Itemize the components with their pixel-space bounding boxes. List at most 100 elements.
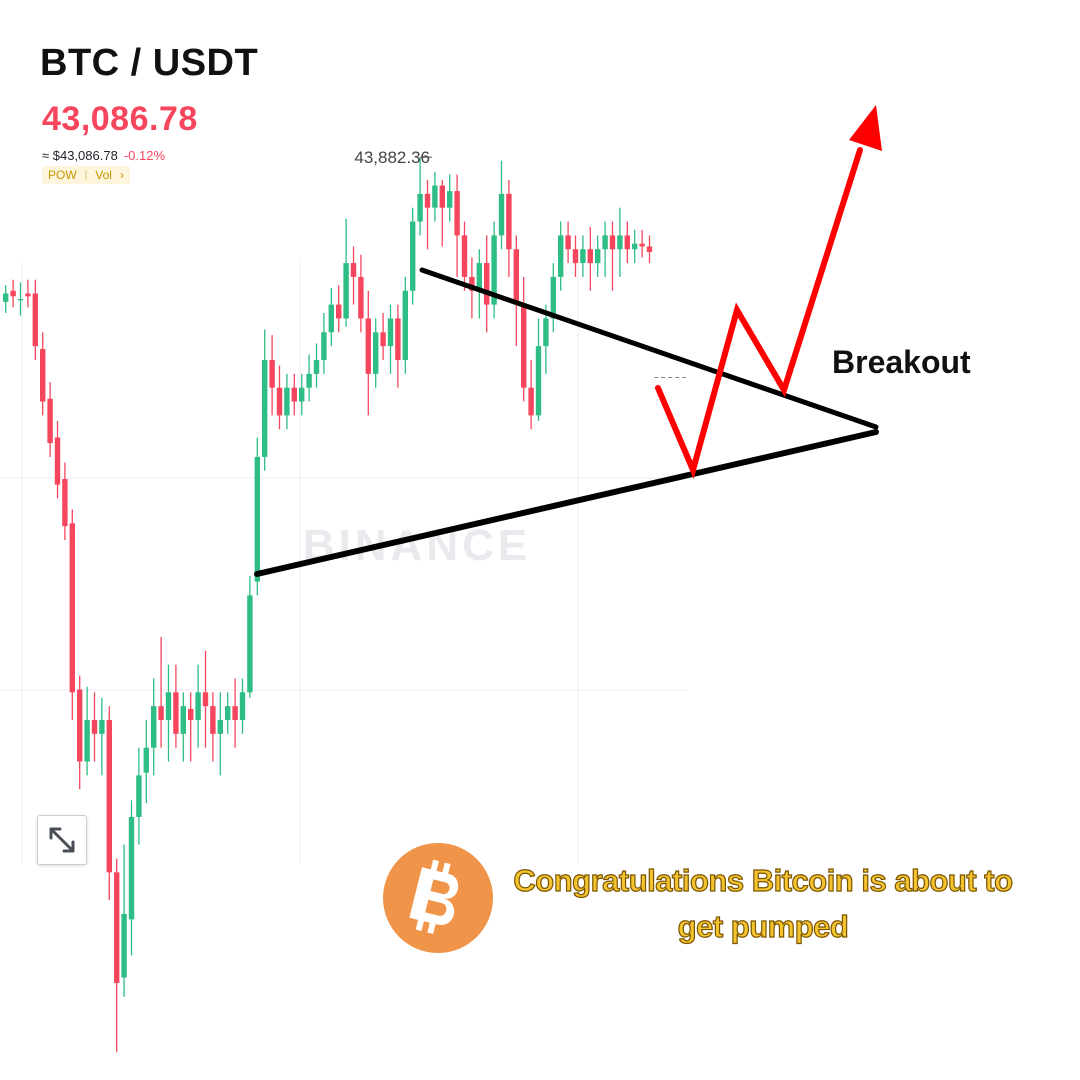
- candle-body: [91, 720, 98, 734]
- projection-path: [655, 105, 882, 480]
- projection-arrow-line: [655, 147, 863, 480]
- candle-body: [454, 191, 460, 236]
- candle-body: [247, 595, 253, 693]
- candle-body: [128, 816, 135, 920]
- candle-body: [580, 249, 586, 264]
- pair-title: BTC / USDT: [40, 42, 259, 84]
- lower-trendline: [254, 429, 879, 577]
- candle-body: [62, 479, 68, 527]
- upper-trendline: [419, 267, 879, 430]
- candle-body: [469, 276, 475, 291]
- candle-body: [336, 304, 342, 319]
- tag-pow[interactable]: POW: [48, 168, 77, 182]
- candle-body: [646, 246, 653, 252]
- candle-body: [239, 692, 246, 720]
- expand-icon[interactable]: [38, 816, 86, 864]
- candle-body: [114, 872, 120, 984]
- chevron-right-icon[interactable]: ›: [119, 168, 124, 182]
- candle-body: [269, 360, 275, 388]
- candle-body: [484, 263, 490, 305]
- usd-equivalent: ≈ $43,086.78: [42, 148, 118, 163]
- candle-body: [232, 706, 238, 720]
- candle-body: [410, 221, 416, 291]
- candle-body: [358, 276, 364, 319]
- candle-body: [40, 348, 46, 402]
- candle-body: [395, 318, 401, 360]
- candle-body: [535, 346, 542, 416]
- candle-body: [173, 692, 179, 734]
- tag-row[interactable]: POW | Vol ›: [42, 166, 130, 184]
- candle-body: [3, 293, 9, 302]
- candle-body: [254, 456, 260, 582]
- candle-body: [439, 185, 445, 208]
- candle-body: [521, 304, 527, 388]
- candle-body: [365, 318, 371, 374]
- candle-body: [387, 318, 394, 347]
- candle-body: [617, 235, 623, 250]
- candle-body: [491, 235, 497, 305]
- candle-body: [424, 193, 431, 208]
- candle-body: [380, 332, 386, 347]
- candle-body: [595, 249, 601, 264]
- last-price: 43,086.78: [42, 100, 198, 138]
- promo-banner: Congratulations Bitcoin is about to get …: [513, 862, 1014, 944]
- candle-body: [69, 523, 75, 693]
- candle-body: [47, 398, 53, 444]
- candle-body: [84, 720, 90, 762]
- candle-body: [343, 263, 349, 319]
- expand-button[interactable]: [37, 815, 87, 865]
- candle-body: [195, 692, 201, 720]
- candle-body: [528, 387, 534, 416]
- watermark: BINANCE: [303, 521, 531, 570]
- candle-body: [284, 387, 290, 416]
- candle-body: [550, 276, 556, 319]
- candle-body: [143, 747, 149, 773]
- candle-body: [476, 263, 482, 291]
- candle-body: [572, 249, 579, 264]
- candles: [3, 157, 653, 1053]
- candle-body: [587, 249, 593, 264]
- high-price-label: 43,882.36: [354, 148, 430, 167]
- candle-body: [225, 706, 231, 720]
- candle-body: [210, 706, 216, 734]
- candle-body: [10, 290, 16, 297]
- candle-body: [321, 332, 327, 360]
- candle-body: [202, 692, 209, 707]
- candle-body: [158, 706, 164, 720]
- triangle-trendlines: [254, 267, 879, 577]
- candle-body: [77, 689, 83, 762]
- candle-body: [543, 318, 549, 347]
- candle-body: [350, 263, 357, 277]
- candle-body: [32, 293, 38, 347]
- candle-body: [373, 332, 379, 374]
- candle-body: [461, 235, 468, 277]
- breakout-label: Breakout: [832, 344, 971, 380]
- candle-body: [106, 720, 112, 873]
- price-markers: 43,882.36: [354, 148, 688, 379]
- candle-body: [165, 692, 172, 720]
- candle-body: [447, 191, 453, 208]
- price-subline: ≈ $43,086.78 -0.12%: [42, 148, 165, 163]
- candle-body: [121, 913, 127, 978]
- tag-separator: |: [84, 169, 88, 181]
- candle-body: [217, 720, 223, 734]
- candle-body: [99, 720, 105, 734]
- candle-body: [299, 387, 305, 402]
- candle-body: [276, 387, 283, 416]
- candle-body: [313, 360, 320, 374]
- candle-body: [17, 299, 24, 301]
- candle-body: [417, 193, 423, 222]
- candle-body: [609, 235, 616, 250]
- candle-body: [498, 193, 505, 236]
- candle-body: [558, 235, 564, 277]
- candle-body: [506, 193, 512, 250]
- candle-body: [624, 235, 630, 250]
- candle-body: [180, 706, 186, 734]
- candle-body: [632, 243, 638, 250]
- candle-body: [639, 243, 645, 247]
- tag-vol[interactable]: Vol: [95, 168, 112, 182]
- candle-body: [262, 360, 268, 457]
- candle-body: [188, 708, 194, 720]
- candle-body: [565, 235, 571, 250]
